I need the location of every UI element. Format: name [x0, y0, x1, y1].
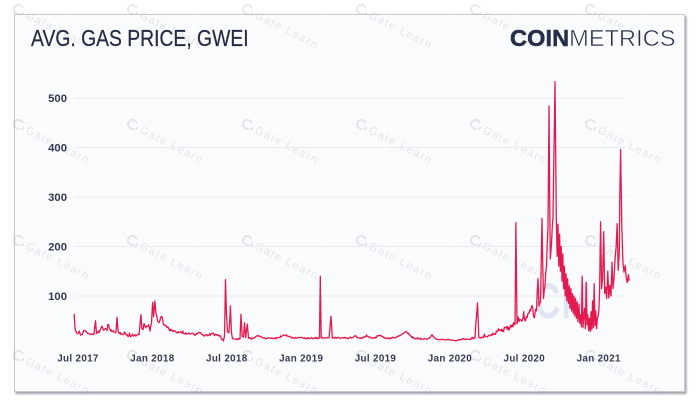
svg-text:Jan 2019: Jan 2019 [279, 353, 323, 364]
svg-text:Jul 2017: Jul 2017 [57, 353, 99, 364]
svg-text:500: 500 [48, 93, 67, 105]
svg-text:Jul 2019: Jul 2019 [355, 353, 397, 364]
svg-text:Jul 2020: Jul 2020 [504, 353, 546, 364]
svg-text:Jan 2021: Jan 2021 [577, 353, 621, 364]
svg-text:Jul 2018: Jul 2018 [206, 353, 248, 364]
svg-text:Jan 2018: Jan 2018 [130, 353, 174, 364]
svg-text:400: 400 [48, 143, 67, 155]
svg-text:300: 300 [48, 192, 67, 204]
svg-text:200: 200 [48, 242, 67, 254]
svg-text:Jan 2020: Jan 2020 [428, 353, 472, 364]
svg-text:100: 100 [48, 291, 67, 303]
